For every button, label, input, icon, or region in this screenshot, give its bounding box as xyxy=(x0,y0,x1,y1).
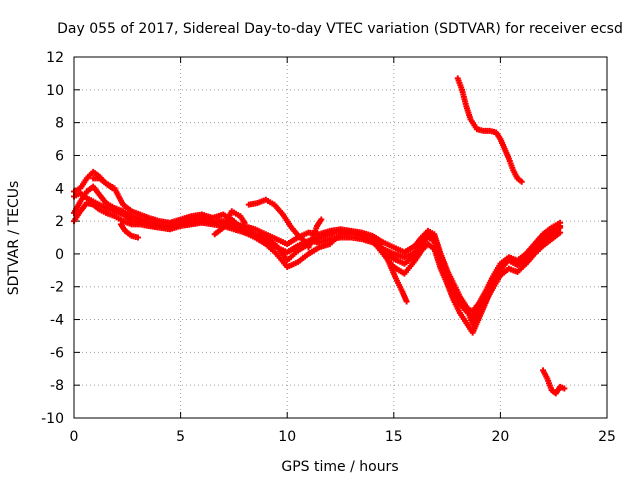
y-tick-label: 12 xyxy=(46,50,64,66)
chart-title: Day 055 of 2017, Sidereal Day-to-day VTE… xyxy=(57,21,623,37)
data-point xyxy=(518,178,525,185)
x-tick-label: 20 xyxy=(491,429,509,445)
series-track-2 xyxy=(71,183,564,328)
x-axis-label: GPS time / hours xyxy=(281,459,398,475)
y-tick-label: 8 xyxy=(55,116,64,132)
series-branch-d xyxy=(245,196,312,248)
y-axis-ticks: -10 -8 -6 -4 -2 0 2 4 6 8 10 12 xyxy=(41,50,607,427)
x-tick-label: 5 xyxy=(176,429,185,445)
data-point xyxy=(241,219,248,226)
x-axis-ticks: 0 5 10 15 20 25 xyxy=(70,57,616,445)
y-tick-label: 4 xyxy=(55,181,64,197)
x-tick-label: 0 xyxy=(70,429,79,445)
series-branch-e xyxy=(305,216,325,251)
data-point xyxy=(557,223,564,230)
data-point xyxy=(109,185,116,192)
x-tick-label: 10 xyxy=(278,429,296,445)
y-tick-label: -8 xyxy=(50,378,64,394)
x-tick-label: 15 xyxy=(385,429,403,445)
grid-lines xyxy=(74,57,607,418)
series-branch-a xyxy=(90,175,116,192)
y-tick-label: -4 xyxy=(50,313,64,329)
series-low-arc xyxy=(540,367,568,397)
y-tick-label: -2 xyxy=(50,280,64,296)
data-point xyxy=(134,234,141,241)
y-axis-label: SDTVAR / TECUs xyxy=(6,181,22,296)
x-tick-label: 25 xyxy=(598,429,616,445)
series-high-arc xyxy=(454,75,525,185)
series-branch-b xyxy=(117,221,141,241)
data-point xyxy=(561,385,568,392)
data-point xyxy=(318,216,325,223)
series-branch-c xyxy=(211,208,248,238)
y-tick-label: 6 xyxy=(55,148,64,164)
data-point xyxy=(403,298,410,305)
y-tick-label: 0 xyxy=(55,247,64,263)
data-point xyxy=(557,229,564,236)
y-tick-label: 10 xyxy=(46,83,64,99)
y-tick-label: -6 xyxy=(50,345,64,361)
y-tick-label: -10 xyxy=(41,411,64,427)
plot-frame xyxy=(73,56,608,419)
series-track-3 xyxy=(71,168,564,336)
data-points xyxy=(71,75,568,397)
y-tick-label: 2 xyxy=(55,214,64,230)
series-branch-f xyxy=(373,237,410,305)
